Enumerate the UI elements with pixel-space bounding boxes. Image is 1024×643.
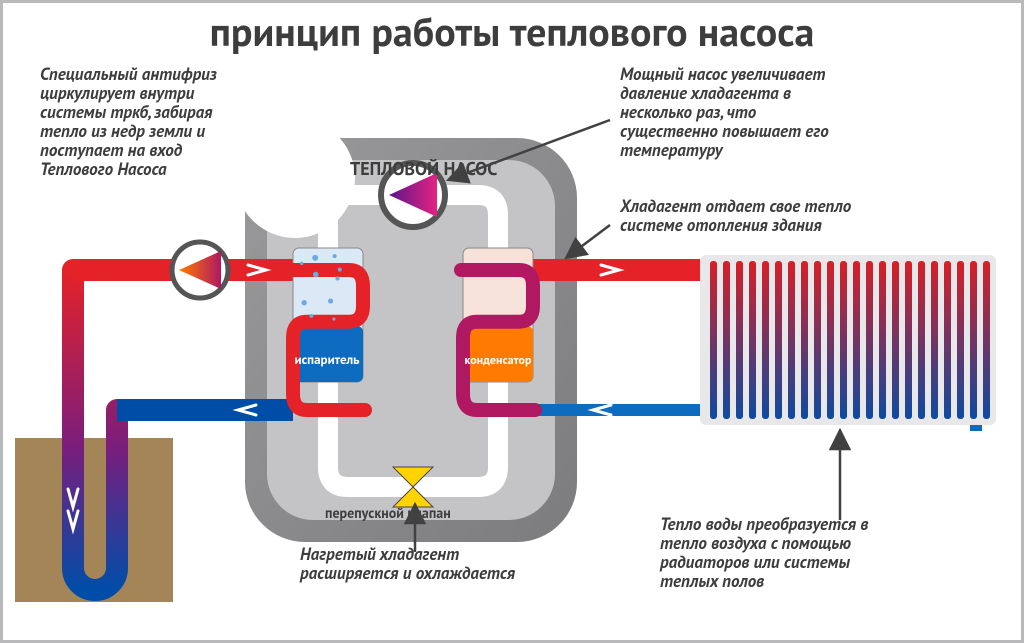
svg-text:температуру: температуру — [620, 139, 724, 161]
diagram-title: принцип работы теплового насоса — [210, 6, 815, 58]
ground-pump-icon — [172, 242, 228, 298]
evaporator-label: испаритель — [294, 351, 360, 368]
svg-text:Теплового Насоса: Теплового Насоса — [40, 158, 167, 180]
condenser-label: конденсатор — [465, 353, 532, 368]
radiator — [700, 255, 996, 425]
ground-block — [15, 438, 173, 602]
annotation-condenser: Хладагент отдает свое теплосистеме отопл… — [619, 195, 852, 236]
heatpump-label: ТЕПЛОВОЙ НАСОС — [350, 157, 497, 180]
svg-text:системе отопления здания: системе отопления здания — [620, 214, 822, 236]
svg-text:теплых полов: теплых полов — [660, 570, 764, 592]
svg-text:расширяется и охлаждается: расширяется и охлаждается — [299, 562, 516, 584]
valve-label: перепускной клапан — [325, 504, 451, 522]
